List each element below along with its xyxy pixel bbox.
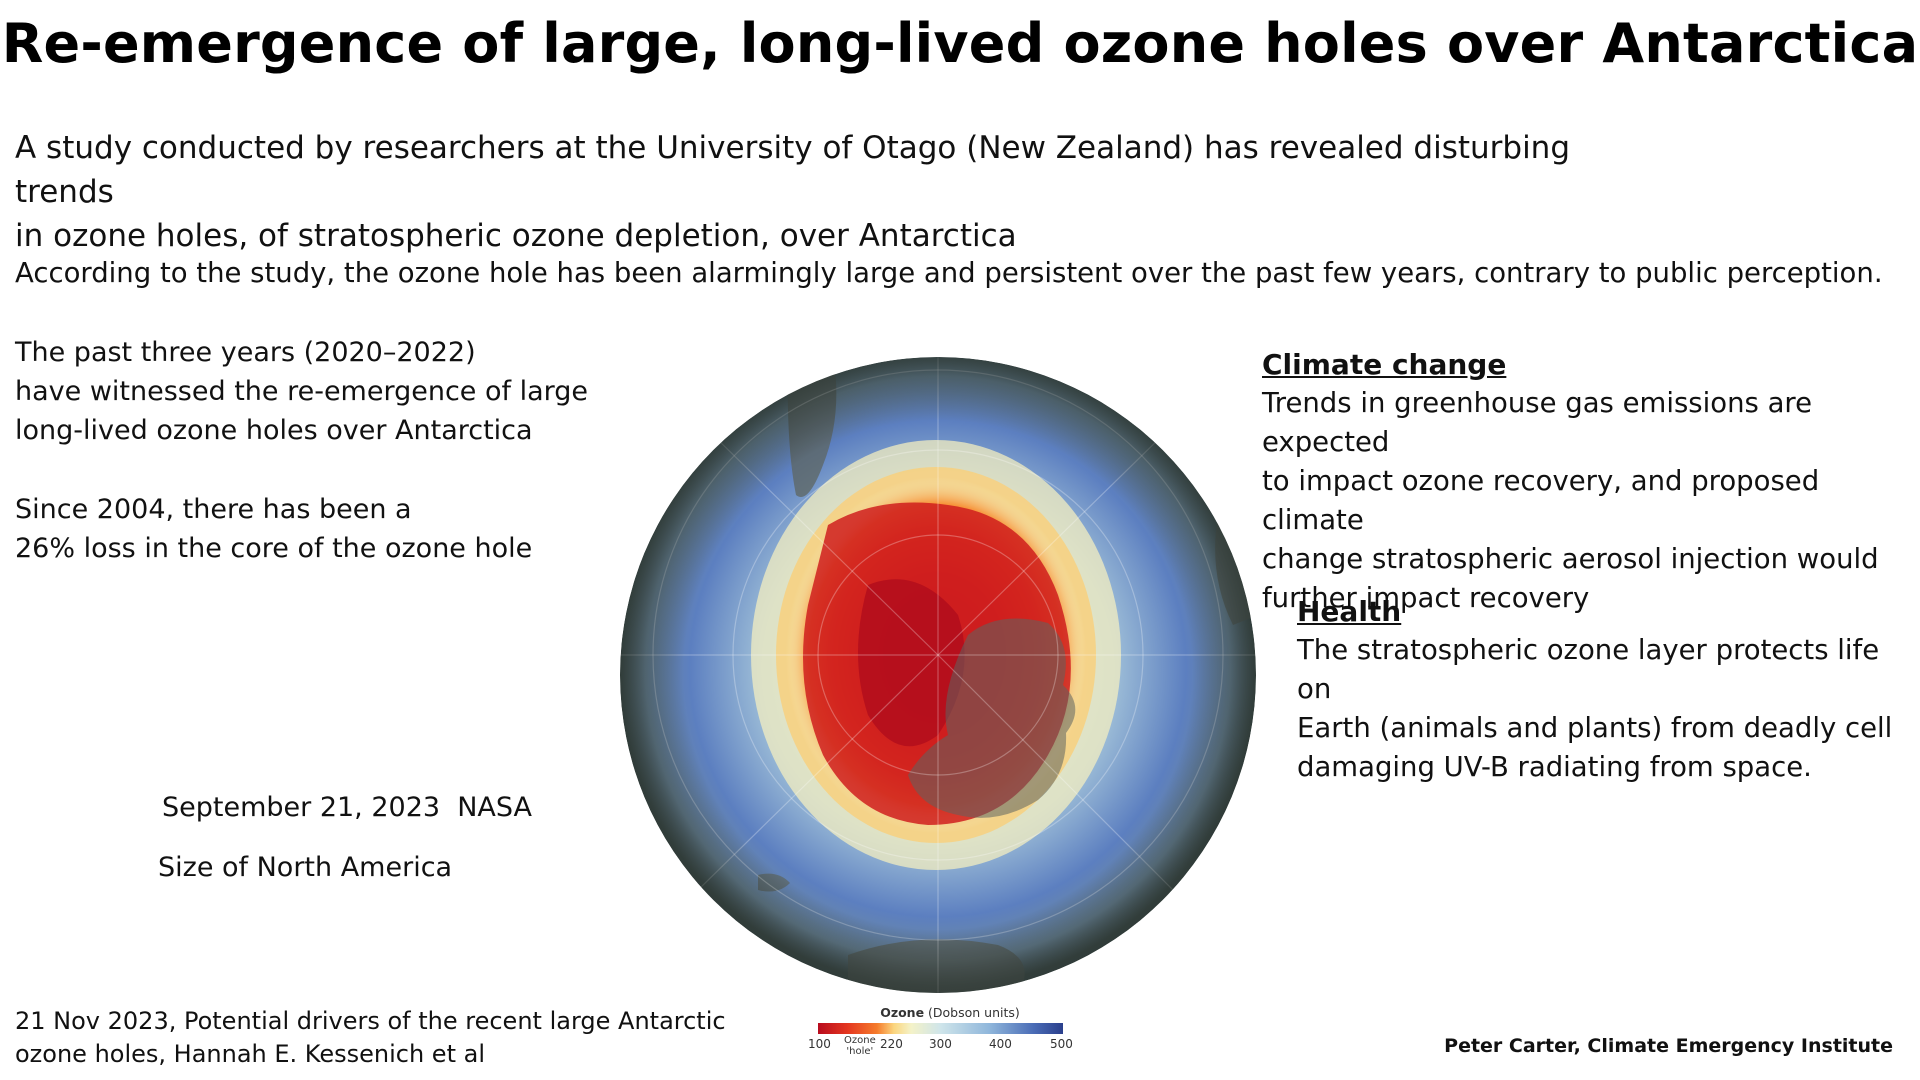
colorbar-gradient (818, 1023, 1063, 1034)
study-summary: According to the study, the ozone hole h… (15, 257, 1883, 289)
years-line: long-lived ozone holes over Antarctica (15, 415, 533, 446)
ozone-hole-label-line: 'hole' (846, 1046, 874, 1057)
reference-citation: 21 Nov 2023, Potential drivers of the re… (15, 1005, 775, 1071)
image-date-caption: September 21, 2023 NASA (162, 792, 532, 823)
ozone-hole-label-line: Ozone (844, 1035, 876, 1046)
intro-line: in ozone holes, of stratospheric ozone d… (15, 218, 1017, 254)
colorbar-tick: 100 (808, 1037, 831, 1051)
health-line: The stratospheric ozone layer protects l… (1297, 634, 1880, 705)
colorbar-tick: 300 (929, 1037, 952, 1051)
loss-statement: Since 2004, there has been a 26% loss in… (15, 490, 615, 568)
years-statement: The past three years (2020–2022) have wi… (15, 333, 615, 450)
intro-text: A study conducted by researchers at the … (15, 126, 1615, 258)
climate-line: further impact recovery (1262, 582, 1590, 614)
years-line: have witnessed the re-emergence of large (15, 376, 589, 407)
climate-change-heading: Climate change (1262, 348, 1507, 381)
colorbar-title-bold: Ozone (880, 1005, 925, 1020)
colorbar-title: Ozone (Dobson units) (800, 1005, 1100, 1020)
size-caption: Size of North America (158, 852, 453, 883)
author-credit: Peter Carter, Climate Emergency Institut… (1444, 1035, 1893, 1057)
climate-line: change stratospheric aerosol injection w… (1262, 543, 1879, 575)
ozone-globe-image (618, 355, 1258, 995)
years-line: The past three years (2020–2022) (15, 337, 476, 368)
loss-line: 26% loss in the core of the ozone hole (15, 533, 533, 564)
climate-change-section: Climate change Trends in greenhouse gas … (1262, 345, 1912, 618)
ozone-hole-label: Ozone 'hole' (844, 1035, 876, 1057)
colorbar-tick: 500 (1050, 1037, 1073, 1051)
ozone-colorbar-legend: Ozone (Dobson units) 100 Ozone 'hole' 22… (800, 1005, 1100, 1068)
loss-line: Since 2004, there has been a (15, 494, 412, 525)
climate-line: Trends in greenhouse gas emissions are e… (1262, 387, 1813, 458)
health-heading: Health (1297, 595, 1402, 628)
colorbar-tick: 220 (880, 1037, 903, 1051)
page-title: Re-emergence of large, long-lived ozone … (1, 12, 1919, 75)
colorbar-tick: 400 (989, 1037, 1012, 1051)
colorbar-title-units: (Dobson units) (924, 1005, 1020, 1020)
health-section: Health The stratospheric ozone layer pro… (1297, 592, 1917, 787)
reference-line: ozone holes, Hannah E. Kessenich et al (15, 1040, 485, 1068)
climate-line: to impact ozone recovery, and proposed c… (1262, 465, 1820, 536)
reference-line: 21 Nov 2023, Potential drivers of the re… (15, 1007, 726, 1035)
antarctic-ozone-globe-icon (620, 357, 1256, 993)
intro-line: A study conducted by researchers at the … (15, 130, 1571, 210)
health-line: Earth (animals and plants) from deadly c… (1297, 712, 1893, 744)
colorbar-ticks: 100 Ozone 'hole' 220 300 400 500 (800, 1034, 1100, 1068)
health-line: damaging UV-B radiating from space. (1297, 751, 1812, 783)
